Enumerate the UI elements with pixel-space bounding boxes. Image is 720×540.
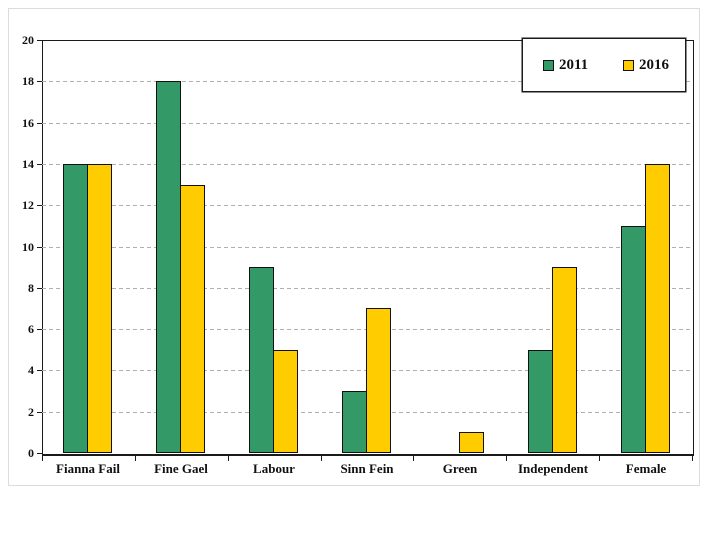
ytick-label-4: 4	[28, 363, 34, 378]
legend-swatch-2016	[623, 59, 634, 71]
gridline-y10	[42, 246, 692, 248]
bar-2016-labour	[273, 350, 298, 453]
ytick-label-8: 8	[28, 280, 34, 295]
xtick-mark-7	[692, 455, 693, 461]
legend-swatch-2011	[543, 59, 554, 71]
xcat-label-labour: Labour	[253, 461, 295, 476]
ytick-label-2: 2	[28, 404, 34, 419]
ytick-mark-4	[37, 370, 42, 372]
bar-2016-green	[459, 432, 484, 453]
xtick-mark-4	[413, 455, 414, 461]
bar-2011-fianna-fail	[63, 164, 88, 453]
bar-2011-fine-gael	[156, 81, 181, 453]
bar-2011-labour	[249, 267, 274, 453]
xtick-mark-5	[506, 455, 507, 461]
legend-label-2011: 2011	[559, 56, 589, 73]
ytick-label-12: 12	[22, 198, 34, 213]
ytick-mark-6	[37, 329, 42, 331]
bar-2011-female	[621, 226, 646, 453]
ytick-mark-18	[37, 81, 42, 83]
bar-2016-fine-gael	[180, 185, 205, 453]
ytick-mark-20	[37, 40, 42, 41]
ytick-mark-16	[37, 122, 42, 124]
xcat-label-female: Female	[625, 461, 667, 476]
legend-label-2016: 2016	[639, 56, 669, 73]
ytick-label-14: 14	[22, 156, 34, 171]
legend: 2011 2016	[522, 38, 686, 92]
ytick-label-16: 16	[22, 115, 34, 130]
bar-2011-sinn-fein	[342, 391, 367, 453]
xtick-mark-3	[321, 455, 322, 461]
ytick-mark-14	[37, 163, 42, 165]
ytick-mark-2	[37, 411, 42, 413]
xcat-label-independent: Independent	[517, 461, 589, 476]
ytick-label-20: 20	[22, 33, 34, 47]
gridline-y8	[42, 287, 692, 289]
ytick-label-6: 6	[28, 322, 34, 337]
bar-2011-independent	[528, 350, 553, 453]
ytick-label-18: 18	[22, 74, 34, 89]
ytick-mark-8	[37, 287, 42, 289]
bar-2016-sinn-fein	[366, 308, 391, 453]
legend-item-2011: 2011	[543, 57, 588, 74]
xcat-label-green: Green	[442, 461, 478, 476]
xcat-label-sinn-fein: Sinn Fein	[340, 461, 394, 476]
bar-2016-female	[645, 164, 670, 453]
gridline-y12	[42, 205, 692, 207]
ytick-mark-12	[37, 205, 42, 207]
xtick-mark-1	[135, 455, 136, 461]
xtick-mark-2	[228, 455, 229, 461]
ytick-mark-10	[37, 246, 42, 248]
bar-2016-independent	[552, 267, 577, 453]
xcat-label-fianna-fail: Fianna Fail	[56, 461, 120, 476]
xtick-mark-0	[42, 455, 43, 461]
xcat-label-fine-gael: Fine Gael	[154, 461, 208, 476]
ytick-label-0: 0	[28, 446, 34, 460]
ytick-label-10: 10	[22, 239, 34, 254]
gridline-y18	[42, 81, 692, 83]
ytick-mark-0	[37, 453, 42, 454]
xtick-mark-6	[599, 455, 600, 461]
legend-item-2016: 2016	[623, 57, 669, 74]
gridline-y14	[42, 163, 692, 165]
bar-2016-fianna-fail	[87, 164, 112, 453]
gridline-y16	[42, 122, 692, 124]
